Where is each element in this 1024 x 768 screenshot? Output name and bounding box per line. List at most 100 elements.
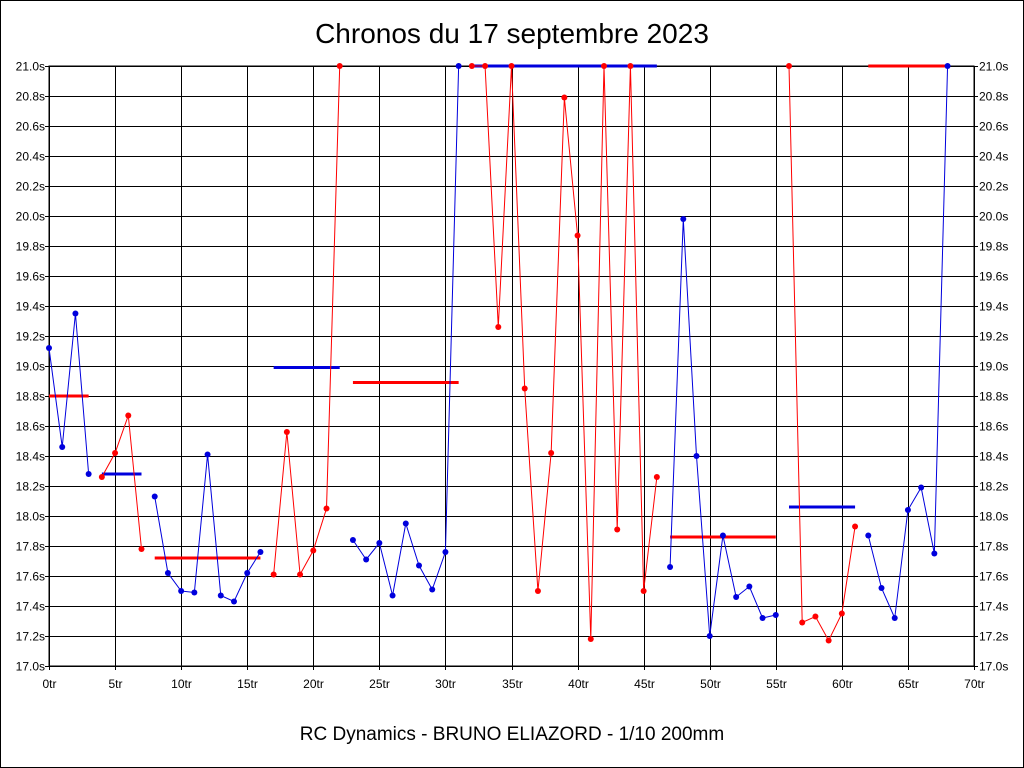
y-tick-label-left: 17.2s bbox=[16, 630, 45, 644]
y-tick-label-left: 19.6s bbox=[16, 270, 45, 284]
data-point-blue bbox=[231, 598, 237, 605]
data-point-red bbox=[574, 232, 581, 239]
y-tick-label-left: 18.2s bbox=[16, 480, 45, 494]
data-point-blue bbox=[759, 615, 766, 621]
data-point-red bbox=[561, 94, 568, 101]
data-point-red bbox=[852, 523, 859, 530]
series-line-blue bbox=[867, 65, 949, 620]
data-point-blue bbox=[442, 549, 449, 555]
data-point-blue bbox=[46, 345, 52, 351]
data-point-red bbox=[786, 63, 792, 69]
x-tick-label: 45tr bbox=[634, 677, 655, 691]
y-tick-label-right: 19.4s bbox=[979, 300, 1008, 314]
y-tick-label-left: 21.0s bbox=[16, 60, 45, 74]
y-tick-label-right: 20.8s bbox=[979, 90, 1008, 104]
y-tick-label-right: 18.8s bbox=[979, 390, 1008, 404]
data-point-red bbox=[838, 610, 845, 617]
y-tick-label-right: 17.0s bbox=[979, 660, 1008, 674]
data-point-red bbox=[310, 547, 317, 554]
data-point-red bbox=[548, 450, 555, 456]
y-tick-label-right: 19.0s bbox=[979, 360, 1008, 374]
data-point-red bbox=[482, 63, 489, 69]
series-line-red bbox=[101, 415, 142, 550]
data-point-red bbox=[640, 588, 647, 594]
data-point-red bbox=[270, 571, 277, 578]
data-point-blue bbox=[151, 493, 158, 500]
data-point-red bbox=[534, 588, 541, 594]
data-point-blue bbox=[164, 570, 171, 576]
data-point-red bbox=[812, 613, 819, 620]
data-point-red bbox=[297, 571, 304, 578]
x-tick-label: 30tr bbox=[435, 677, 456, 691]
data-point-red bbox=[125, 412, 132, 419]
data-point-blue bbox=[667, 564, 674, 570]
x-tick-label: 40tr bbox=[568, 677, 589, 691]
series-line-blue bbox=[669, 218, 776, 637]
data-point-red bbox=[336, 63, 343, 69]
y-tick-label-left: 20.4s bbox=[16, 150, 45, 164]
data-point-blue bbox=[72, 310, 79, 317]
data-point-blue bbox=[416, 562, 422, 569]
x-tick-label: 55tr bbox=[766, 677, 787, 691]
series-points-layer bbox=[46, 63, 951, 644]
data-point-red bbox=[799, 619, 806, 626]
data-point-blue bbox=[931, 550, 938, 557]
data-point-blue bbox=[376, 540, 383, 546]
data-point-red bbox=[508, 63, 515, 69]
x-tick-label: 35tr bbox=[502, 677, 523, 691]
data-point-blue bbox=[244, 570, 251, 576]
series-line-blue bbox=[48, 313, 90, 475]
data-point-blue bbox=[429, 586, 436, 593]
data-point-red bbox=[138, 546, 145, 552]
data-point-blue bbox=[191, 589, 198, 596]
data-point-red bbox=[98, 474, 105, 480]
y-tick-label-right: 19.6s bbox=[979, 270, 1008, 284]
series-line-blue bbox=[154, 454, 261, 603]
y-tick-label-left: 18.0s bbox=[16, 510, 45, 524]
y-tick-label-left: 17.4s bbox=[16, 600, 45, 614]
y-tick-label-left: 18.6s bbox=[16, 420, 45, 434]
data-point-blue bbox=[217, 592, 224, 599]
y-tick-label-right: 17.4s bbox=[979, 600, 1008, 614]
y-tick-label-right: 17.6s bbox=[979, 570, 1008, 584]
y-tick-label-left: 20.0s bbox=[16, 210, 45, 224]
y-tick-label-right: 19.8s bbox=[979, 240, 1008, 254]
data-point-red bbox=[601, 63, 607, 69]
series-lines-layer bbox=[48, 65, 949, 642]
data-point-red bbox=[614, 526, 621, 533]
data-point-blue bbox=[402, 520, 409, 527]
y-tick-label-left: 17.6s bbox=[16, 570, 45, 584]
grid-layer bbox=[48, 65, 975, 667]
x-tick-label: 15tr bbox=[237, 677, 258, 691]
series-line-red bbox=[273, 65, 341, 577]
series-line-red bbox=[788, 65, 856, 642]
chart-title: Chronos du 17 septembre 2023 bbox=[315, 18, 709, 49]
x-tick-label: 10tr bbox=[171, 677, 192, 691]
y-tick-label-right: 20.0s bbox=[979, 210, 1008, 224]
data-point-blue bbox=[918, 484, 925, 491]
x-tick-label: 0tr bbox=[42, 677, 56, 691]
data-point-red bbox=[495, 324, 502, 330]
y-tick-label-right: 21.0s bbox=[979, 60, 1008, 74]
data-point-red bbox=[653, 474, 660, 480]
y-tick-label-left: 20.6s bbox=[16, 120, 45, 134]
x-tick-label: 25tr bbox=[369, 677, 390, 691]
average-lines-layer bbox=[49, 64, 948, 560]
data-point-blue bbox=[733, 594, 740, 600]
data-point-blue bbox=[746, 583, 753, 590]
y-tick-label-right: 17.8s bbox=[979, 540, 1008, 554]
data-point-red bbox=[283, 429, 290, 435]
y-tick-label-right: 17.2s bbox=[979, 630, 1008, 644]
y-tick-label-right: 18.4s bbox=[979, 450, 1008, 464]
x-tick-label: 50tr bbox=[700, 677, 721, 691]
data-point-blue bbox=[349, 537, 356, 543]
data-point-blue bbox=[204, 451, 211, 458]
x-tick-label: 70tr bbox=[964, 677, 985, 691]
data-point-red bbox=[112, 450, 119, 456]
y-tick-label-right: 18.2s bbox=[979, 480, 1008, 494]
y-tick-label-right: 18.0s bbox=[979, 510, 1008, 524]
y-tick-label-left: 20.8s bbox=[16, 90, 45, 104]
data-point-blue bbox=[719, 532, 726, 539]
data-point-red bbox=[323, 505, 330, 512]
data-point-blue bbox=[389, 592, 396, 599]
